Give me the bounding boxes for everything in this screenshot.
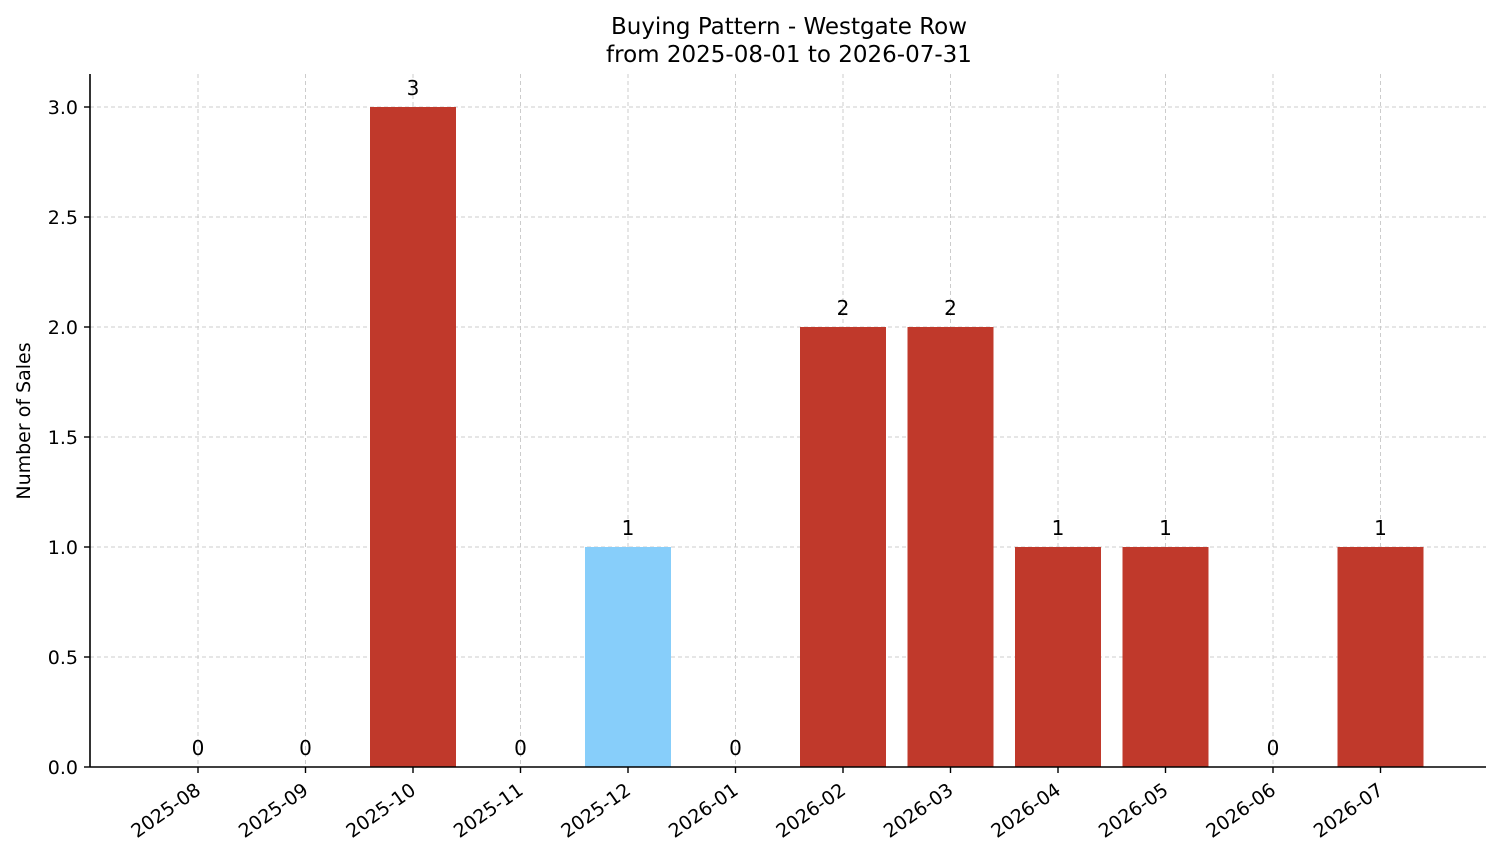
grid-layer (90, 74, 1486, 768)
x-tick-label-2025-08: 2025-08 (127, 779, 205, 843)
y-tick-label: 1.0 (48, 537, 78, 559)
bar-2026-07 (1337, 547, 1424, 767)
value-label-2025-12: 1 (622, 516, 635, 540)
bar-2025-10 (370, 107, 456, 767)
bars-layer (370, 107, 1424, 767)
x-tick-label-2025-11: 2025-11 (450, 779, 528, 843)
value-label-2026-07: 1 (1374, 516, 1387, 540)
x-tick-label-2025-12: 2025-12 (557, 779, 635, 843)
y-tick-label: 2.5 (48, 207, 78, 229)
bar-2026-05 (1122, 547, 1209, 767)
x-tick-label-2026-06: 2026-06 (1202, 779, 1280, 843)
chart-title: Buying Pattern - Westgate Row (611, 14, 967, 40)
x-tick-label-2026-01: 2026-01 (665, 779, 743, 843)
y-tick-label: 1.5 (48, 427, 78, 449)
bar-2026-03 (907, 327, 994, 767)
value-label-2025-09: 0 (299, 736, 312, 760)
value-label-2026-01: 0 (729, 736, 742, 760)
value-label-2025-10: 3 (407, 76, 420, 100)
value-labels-layer: 0 0 3 0 1 0 2 2 1 1 0 1 (192, 76, 1387, 760)
bar-2026-02 (800, 327, 886, 767)
value-label-2026-02: 2 (837, 296, 850, 320)
x-tick-label-2026-02: 2026-02 (772, 779, 850, 843)
chart-subtitle: from 2025-08-01 to 2026-07-31 (606, 42, 972, 68)
x-tick-label-2026-04: 2026-04 (987, 779, 1065, 843)
y-tick-label: 3.0 (48, 97, 78, 119)
x-tick-label-2025-10: 2025-10 (342, 779, 420, 843)
value-label-2025-08: 0 (192, 736, 205, 760)
value-label-2026-05: 1 (1159, 516, 1172, 540)
value-label-2026-04: 1 (1052, 516, 1065, 540)
value-label-2025-11: 0 (514, 736, 527, 760)
y-tick-label: 2.0 (48, 317, 78, 339)
bar-2026-04 (1015, 547, 1101, 767)
bar-2025-12 (585, 547, 671, 767)
x-tick-label-2026-03: 2026-03 (880, 779, 958, 843)
x-tick-label-2026-07: 2026-07 (1310, 779, 1388, 843)
x-tick-label-2025-09: 2025-09 (235, 779, 313, 843)
value-label-2026-03: 2 (944, 296, 957, 320)
x-tick-label-2026-05: 2026-05 (1095, 779, 1173, 843)
y-tick-label: 0.0 (48, 757, 78, 779)
y-axis-label: Number of Sales (13, 342, 35, 499)
y-tick-label: 0.5 (48, 647, 78, 669)
axes-layer: 0.0 0.5 1.0 1.5 2.0 2.5 3.0 2025-08 2025-09 2025-… (48, 74, 1486, 843)
value-label-2026-06: 0 (1267, 736, 1280, 760)
